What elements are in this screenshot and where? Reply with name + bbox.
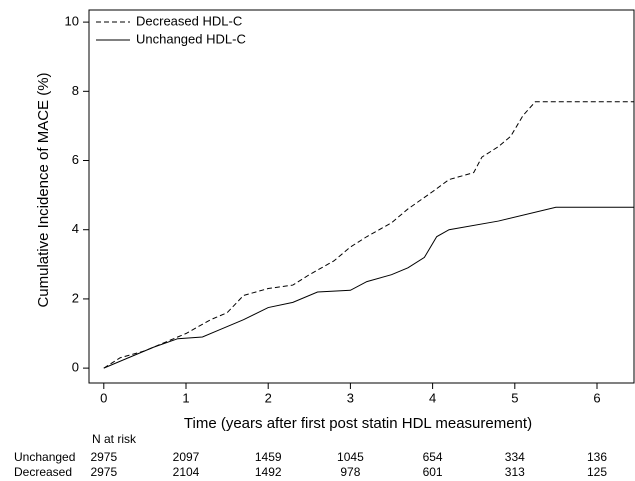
legend-label: Decreased HDL-C: [136, 13, 242, 28]
risk-row-label: Decreased: [14, 465, 72, 479]
series-line: [103, 101, 634, 369]
y-tick-label: 2: [72, 290, 79, 305]
risk-count: 601: [423, 465, 443, 479]
risk-count: 125: [587, 465, 607, 479]
risk-count: 334: [505, 450, 525, 464]
risk-count: 136: [587, 450, 607, 464]
risk-count: 2097: [173, 450, 200, 464]
y-axis-title: Cumulative Incidence of MACE (%): [35, 72, 52, 307]
risk-count: 654: [423, 450, 443, 464]
legend-label: Unchanged HDL-C: [136, 31, 246, 46]
x-tick-label: 3: [347, 390, 354, 405]
y-tick-label: 8: [72, 83, 79, 98]
risk-count: 1459: [255, 450, 282, 464]
plot-frame: [88, 9, 635, 384]
x-tick-label: 6: [593, 390, 600, 405]
risk-row-label: Unchanged: [14, 450, 75, 464]
x-tick-label: 5: [511, 390, 518, 405]
risk-count: 313: [505, 465, 525, 479]
risk-count: 2975: [90, 450, 117, 464]
risk-count: 1045: [337, 450, 364, 464]
risk-count: 2104: [173, 465, 200, 479]
risk-table-title: N at risk: [92, 432, 137, 446]
y-tick-label: 4: [72, 221, 79, 236]
risk-count: 2975: [90, 465, 117, 479]
x-tick-label: 2: [265, 390, 272, 405]
y-tick-label: 10: [65, 14, 79, 29]
risk-count: 1492: [255, 465, 282, 479]
y-tick-label: 6: [72, 152, 79, 167]
x-tick-label: 1: [182, 390, 189, 405]
y-tick-label: 0: [72, 360, 79, 375]
x-tick-label: 4: [429, 390, 436, 405]
risk-count: 978: [340, 465, 360, 479]
x-axis-title: Time (years after first post statin HDL …: [184, 415, 532, 432]
series-line: [103, 206, 634, 369]
x-tick-label: 0: [100, 390, 107, 405]
